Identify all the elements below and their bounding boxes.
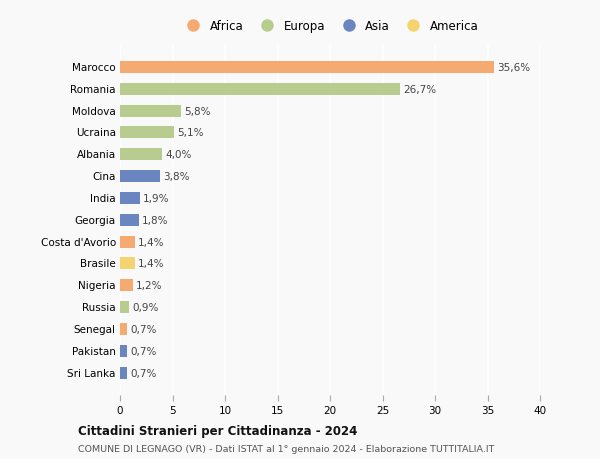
- Legend: Africa, Europa, Asia, America: Africa, Europa, Asia, America: [178, 17, 482, 37]
- Text: COMUNE DI LEGNAGO (VR) - Dati ISTAT al 1° gennaio 2024 - Elaborazione TUTTITALIA: COMUNE DI LEGNAGO (VR) - Dati ISTAT al 1…: [78, 444, 494, 453]
- Text: 0,9%: 0,9%: [133, 302, 159, 313]
- Text: 4,0%: 4,0%: [165, 150, 191, 160]
- Text: Cittadini Stranieri per Cittadinanza - 2024: Cittadini Stranieri per Cittadinanza - 2…: [78, 424, 358, 437]
- Bar: [120, 323, 127, 335]
- Text: 26,7%: 26,7%: [404, 84, 437, 95]
- Text: 1,4%: 1,4%: [138, 259, 164, 269]
- Bar: [120, 149, 162, 161]
- Bar: [120, 214, 139, 226]
- Bar: [120, 84, 400, 95]
- Text: 1,8%: 1,8%: [142, 215, 169, 225]
- Text: 1,9%: 1,9%: [143, 194, 170, 203]
- Bar: [120, 345, 127, 357]
- Bar: [120, 62, 494, 74]
- Text: 5,8%: 5,8%: [184, 106, 211, 116]
- Bar: [120, 236, 134, 248]
- Text: 0,7%: 0,7%: [131, 346, 157, 356]
- Bar: [120, 106, 181, 118]
- Bar: [120, 127, 173, 139]
- Text: 0,7%: 0,7%: [131, 368, 157, 378]
- Text: 35,6%: 35,6%: [497, 63, 530, 73]
- Text: 1,2%: 1,2%: [136, 281, 162, 291]
- Bar: [120, 258, 134, 270]
- Bar: [120, 302, 130, 313]
- Text: 3,8%: 3,8%: [163, 172, 190, 182]
- Bar: [120, 192, 140, 205]
- Text: 5,1%: 5,1%: [176, 128, 203, 138]
- Text: 0,7%: 0,7%: [131, 325, 157, 334]
- Bar: [120, 367, 127, 379]
- Text: 1,4%: 1,4%: [138, 237, 164, 247]
- Bar: [120, 280, 133, 292]
- Bar: [120, 171, 160, 183]
